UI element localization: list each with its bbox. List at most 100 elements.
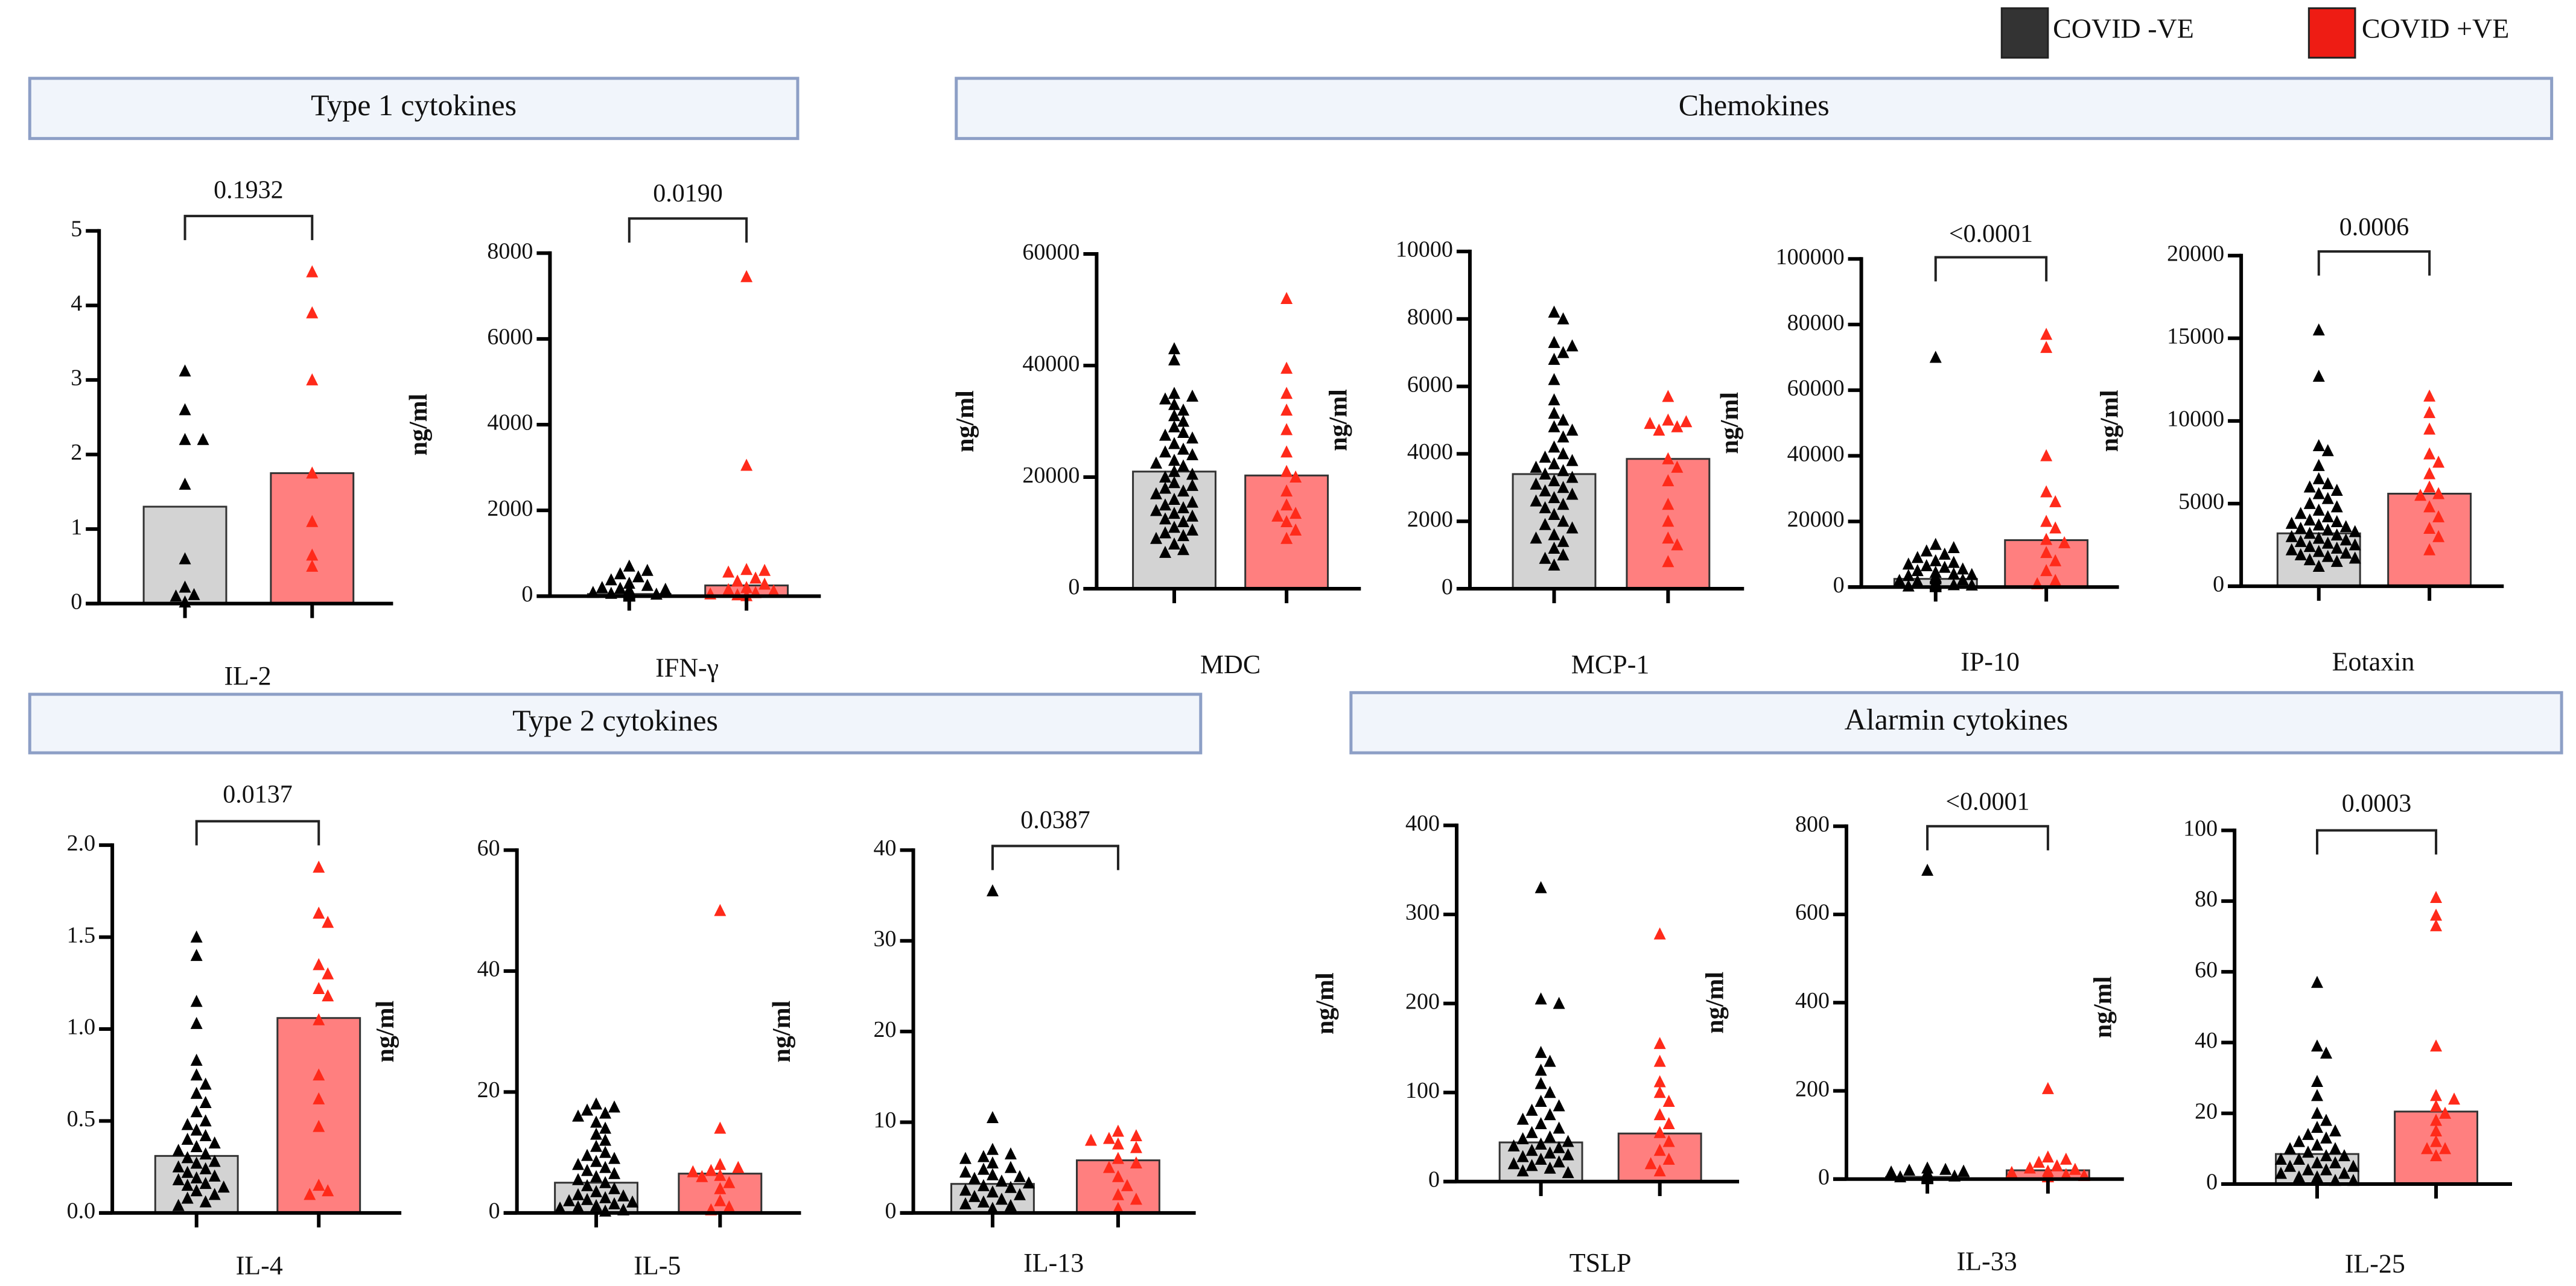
point-covid-neg (1168, 476, 1181, 489)
point-covid-neg (181, 1151, 194, 1164)
point-covid-neg (1013, 1170, 1026, 1182)
point-covid-neg (1516, 1150, 1529, 1162)
legend-swatch-1 (2307, 7, 2356, 59)
point-covid-neg (190, 1053, 203, 1066)
point-covid-neg (2330, 528, 2343, 540)
y-tick-label: 0.5 (67, 1106, 96, 1132)
point-covid-neg (626, 1195, 639, 1208)
point-covid-neg (1525, 1103, 1538, 1116)
point-covid-neg (2303, 527, 2316, 539)
point-covid-neg (641, 563, 654, 576)
point-covid-neg (572, 1109, 585, 1122)
point-covid-neg (1902, 569, 1915, 581)
point-covid-neg (1004, 1147, 1017, 1160)
y-tick-label: 15000 (2167, 324, 2224, 349)
point-covid-neg (1566, 454, 1579, 466)
y-tick-label: 0 (1068, 574, 1080, 600)
point-covid-neg (1557, 447, 1569, 460)
point-covid-pos (1290, 507, 1302, 519)
panel-eotaxin: 0 5000 10000 15000 20000 ng/ml Eotaxin 0.0006 (2096, 214, 2504, 677)
point-covid-neg (2329, 1142, 2342, 1155)
point-covid-neg (1177, 442, 1190, 455)
point-covid-neg (2339, 533, 2352, 546)
point-covid-neg (1168, 521, 1181, 533)
point-covid-neg (2303, 513, 2316, 526)
point-covid-neg (608, 1167, 621, 1179)
point-covid-pos (2423, 389, 2436, 402)
point-covid-neg (190, 949, 203, 961)
point-covid-neg (2349, 551, 2361, 564)
significance-bracket (1934, 256, 2048, 282)
y-tick-label: 80000 (1787, 310, 1845, 335)
point-covid-pos (2049, 554, 2062, 566)
y-tick-label: 8000 (1407, 304, 1453, 329)
point-covid-neg (1544, 1054, 1556, 1067)
category-label: TSLP (1569, 1248, 1632, 1278)
point-covid-pos (1662, 452, 1674, 464)
point-covid-pos (1280, 361, 1293, 374)
y-tick-label: 1.0 (67, 1015, 96, 1040)
point-covid-neg (1186, 478, 1199, 491)
point-covid-neg (1548, 558, 1560, 571)
y-tick-label: 100 (1405, 1078, 1440, 1103)
point-covid-neg (2311, 1089, 2324, 1101)
point-covid-neg (2275, 1167, 2288, 1179)
y-tick-label: 30 (874, 926, 897, 951)
point-covid-pos (1280, 464, 1293, 477)
point-covid-neg (2321, 523, 2334, 536)
point-covid-pos (313, 1120, 325, 1132)
point-covid-neg (1548, 373, 1560, 385)
point-covid-neg (1553, 1141, 1565, 1153)
p-value: 0.0006 (2339, 214, 2409, 241)
point-covid-neg (596, 581, 608, 594)
point-covid-neg (172, 1199, 185, 1211)
point-covid-pos (705, 1164, 717, 1176)
point-covid-neg (2312, 531, 2325, 544)
point-covid-neg (1548, 393, 1560, 405)
y-tick-label: 0 (2206, 1170, 2218, 1195)
point-covid-pos (1653, 1108, 1666, 1121)
point-covid-neg (1177, 501, 1190, 513)
point-covid-neg (1525, 1159, 1538, 1171)
point-covid-neg (1525, 1144, 1538, 1156)
point-covid-neg (1516, 1112, 1529, 1125)
point-covid-neg (1150, 456, 1163, 469)
panel-il-5: 0 20 40 60 ng/ml IL-5 (372, 835, 801, 1280)
point-covid-neg (2303, 496, 2316, 509)
point-covid-neg (1566, 487, 1579, 500)
point-covid-neg (1534, 1117, 1547, 1129)
point-covid-pos (1111, 1188, 1124, 1200)
point-covid-neg (632, 570, 644, 583)
point-covid-neg (199, 1095, 212, 1108)
point-covid-pos (306, 559, 319, 572)
point-covid-neg (1548, 508, 1560, 521)
point-covid-neg (617, 1189, 630, 1202)
point-covid-neg (1557, 515, 1569, 527)
point-covid-neg (977, 1179, 990, 1191)
y-tick-label: 800 (1795, 811, 1830, 837)
point-covid-pos (1280, 292, 1293, 305)
point-covid-neg (1902, 557, 1915, 570)
point-covid-neg (2321, 536, 2334, 549)
panel-tslp: 0 100 200 300 400 ng/ml TSLP (1312, 811, 1740, 1278)
point-covid-neg (1177, 543, 1190, 556)
point-covid-pos (1653, 1037, 1666, 1050)
point-covid-neg (1168, 507, 1181, 519)
point-covid-pos (722, 565, 735, 578)
point-covid-neg (2339, 546, 2352, 559)
point-covid-neg (1548, 407, 1560, 419)
point-covid-pos (2040, 564, 2053, 577)
point-covid-pos (2040, 449, 2053, 461)
point-covid-pos (740, 458, 753, 471)
y-tick-label: 0 (885, 1199, 897, 1224)
point-covid-neg (199, 1177, 212, 1189)
point-covid-pos (2432, 530, 2445, 542)
point-covid-neg (2321, 550, 2334, 562)
point-covid-neg (2275, 1152, 2288, 1165)
point-covid-neg (599, 1133, 612, 1146)
point-covid-neg (599, 1176, 612, 1188)
point-covid-neg (608, 1100, 621, 1113)
point-covid-neg (1965, 568, 1978, 580)
point-covid-pos (2040, 341, 2053, 353)
point-covid-neg (2303, 540, 2316, 553)
